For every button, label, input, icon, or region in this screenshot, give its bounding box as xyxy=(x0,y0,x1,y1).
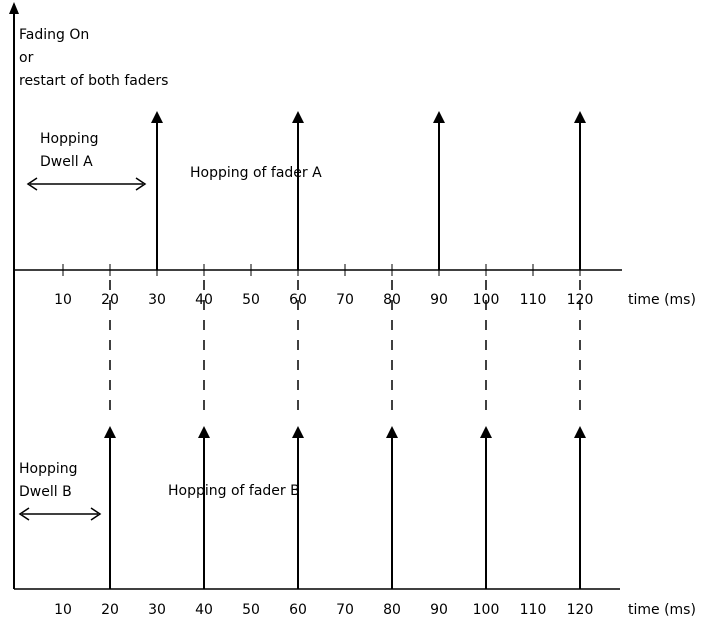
fader-b-hops xyxy=(104,426,586,589)
tick-label: 110 xyxy=(520,602,547,618)
dwell-b-label-2: Dwell B xyxy=(19,484,72,500)
tick-label: 70 xyxy=(336,602,354,618)
tick-label: 10 xyxy=(54,602,72,618)
fader-a-hop-arrow xyxy=(574,111,586,270)
tick-label: 60 xyxy=(289,602,307,618)
dwell-b-double-arrow xyxy=(18,507,102,521)
fader-a-hop-arrow xyxy=(292,111,304,270)
tick-label: 110 xyxy=(520,292,547,308)
fader-b-hop-arrow xyxy=(198,426,210,589)
header-line-1: Fading On xyxy=(19,27,89,43)
tick-label: 100 xyxy=(473,602,500,618)
tick-label: 50 xyxy=(242,602,260,618)
fader-a-hop-arrow xyxy=(433,111,445,270)
fader-b-hop-arrow xyxy=(292,426,304,589)
dwell-a-label-2: Dwell A xyxy=(40,154,93,170)
tick-label: 70 xyxy=(336,292,354,308)
dashed-links xyxy=(109,280,581,418)
dwell-b-label-1: Hopping xyxy=(19,461,78,477)
tick-label: 30 xyxy=(148,292,166,308)
fader-b-hop-arrow xyxy=(104,426,116,589)
tick-label: 90 xyxy=(430,292,448,308)
tick-label: 40 xyxy=(195,602,213,618)
time-unit-label-bottom: time (ms) xyxy=(628,602,696,618)
fader-b-hop-arrow xyxy=(386,426,398,589)
vertical-axis-arrowhead xyxy=(9,2,19,14)
tick-label: 90 xyxy=(430,602,448,618)
dwell-a-label-1: Hopping xyxy=(40,131,99,147)
fader-b-hop-arrow xyxy=(574,426,586,589)
tick-label: 120 xyxy=(567,602,594,618)
tick-label: 20 xyxy=(101,602,119,618)
dwell-a-double-arrow xyxy=(26,177,147,191)
tick-label: 10 xyxy=(54,292,72,308)
header-line-2: or xyxy=(19,50,34,66)
fader-b-label: Hopping of fader B xyxy=(168,483,300,499)
fader-b-hop-arrow xyxy=(480,426,492,589)
tick-label: 50 xyxy=(242,292,260,308)
tick-label: 80 xyxy=(383,602,401,618)
header-line-3: restart of both faders xyxy=(19,73,168,89)
fader-a-label: Hopping of fader A xyxy=(190,165,322,181)
fader-a-hop-arrow xyxy=(151,111,163,270)
tick-labels-bottom: 10 20 30 40 50 60 70 80 90 100 110 120 xyxy=(54,602,593,618)
tick-labels-top: 10 20 30 40 50 60 70 80 90 100 110 120 xyxy=(54,264,593,308)
time-unit-label-top: time (ms) xyxy=(628,292,696,308)
fader-a-hops xyxy=(151,111,586,270)
tick-label: 30 xyxy=(148,602,166,618)
